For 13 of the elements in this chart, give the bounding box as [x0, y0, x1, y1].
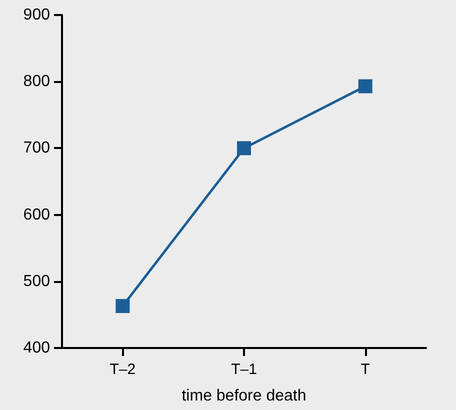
point	[116, 299, 130, 314]
y-tick-label: 800	[23, 73, 50, 90]
x-tick-label: T–2	[110, 361, 136, 378]
y-tick-label: 600	[23, 206, 50, 224]
x-axis-title: time before death	[182, 388, 306, 404]
point	[237, 141, 251, 156]
y-tick-label: 500	[23, 272, 50, 290]
point	[358, 79, 372, 94]
y-tick-label: 900	[23, 6, 50, 24]
y-tick-label: 400	[23, 340, 50, 356]
y-tick-label: 700	[23, 140, 50, 157]
x-tick-label: T–1	[231, 361, 257, 378]
x-tick-label: T	[360, 361, 370, 378]
